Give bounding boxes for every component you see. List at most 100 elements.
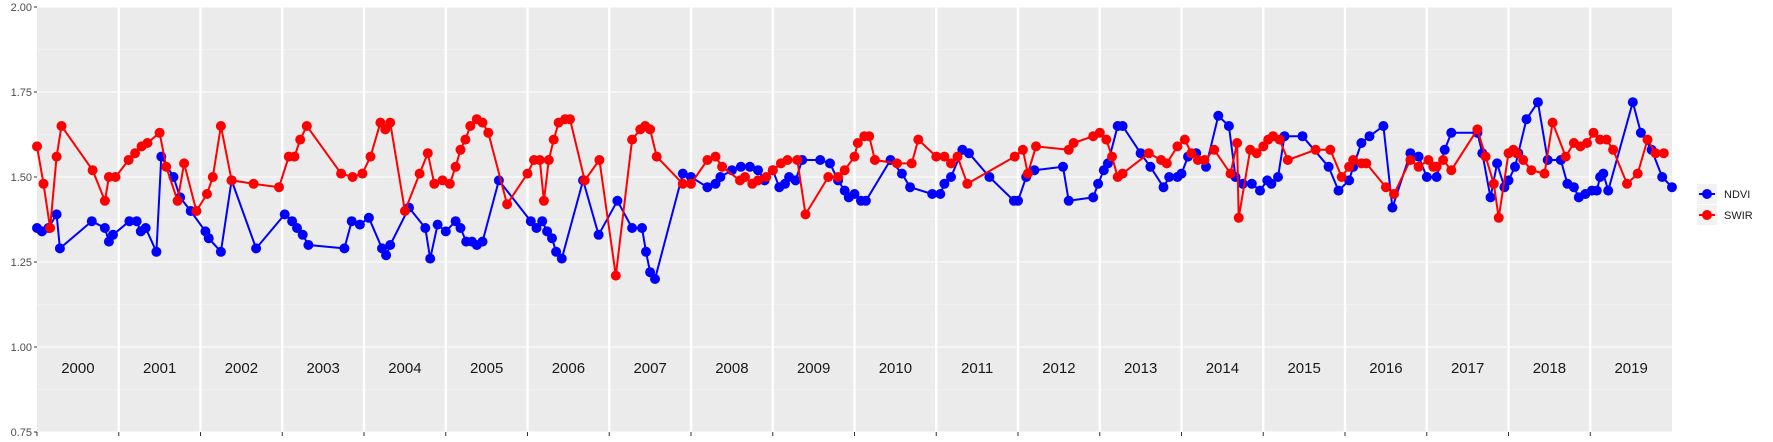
- data-point-swir: [1022, 168, 1033, 179]
- data-point-ndvi: [1297, 131, 1308, 142]
- data-point-swir: [142, 138, 153, 148]
- data-point-ndvi: [1176, 168, 1187, 179]
- data-point-swir: [215, 121, 226, 131]
- data-point-swir: [191, 206, 202, 216]
- data-point-swir: [1413, 161, 1424, 172]
- data-point-ndvi: [1591, 185, 1602, 196]
- data-point-ndvi: [339, 243, 350, 254]
- legend-marker-0: [1702, 189, 1712, 199]
- data-point-ndvi: [1635, 127, 1646, 138]
- data-point-ndvi: [432, 219, 443, 230]
- data-point-ndvi: [1532, 97, 1543, 108]
- data-point-swir: [1017, 144, 1028, 155]
- data-point-swir: [1438, 155, 1449, 165]
- data-point-ndvi: [297, 229, 308, 240]
- data-point-ndvi: [946, 172, 956, 182]
- year-label: 2013: [1124, 360, 1157, 377]
- data-point-swir: [1031, 141, 1041, 152]
- data-point-ndvi: [1333, 185, 1344, 196]
- data-point-ndvi: [477, 236, 488, 247]
- data-point-swir: [1186, 148, 1197, 159]
- data-point-swir: [357, 168, 368, 179]
- data-point-ndvi: [1413, 151, 1424, 162]
- data-point-ndvi: [735, 161, 746, 172]
- data-point-swir: [1601, 134, 1612, 145]
- year-label: 2014: [1206, 360, 1239, 377]
- data-point-ndvi: [1378, 121, 1389, 131]
- data-point-swir: [833, 172, 844, 182]
- data-point-swir: [864, 131, 875, 142]
- data-point-ndvi: [140, 223, 151, 233]
- data-point-swir: [686, 178, 696, 189]
- data-point-ndvi: [1093, 178, 1104, 189]
- data-point-ndvi: [151, 246, 162, 257]
- data-point-swir: [906, 158, 917, 169]
- data-point-ndvi: [939, 178, 950, 189]
- data-point-ndvi: [1117, 121, 1128, 131]
- data-point-ndvi: [1063, 195, 1074, 206]
- data-point-swir: [839, 165, 850, 176]
- data-point-swir: [202, 189, 212, 199]
- data-point-swir: [1179, 134, 1190, 145]
- data-point-swir: [1251, 148, 1262, 159]
- data-point-ndvi: [556, 253, 567, 264]
- data-point-swir: [651, 151, 662, 162]
- data-point-swir: [1632, 168, 1643, 179]
- data-point-swir: [962, 178, 973, 189]
- data-point-swir: [892, 158, 902, 169]
- data-point-ndvi: [702, 182, 713, 193]
- data-point-swir: [869, 155, 880, 165]
- year-label: 2016: [1369, 360, 1402, 377]
- data-point-swir: [1233, 212, 1244, 223]
- data-point-ndvi: [455, 223, 466, 233]
- data-point-swir: [1560, 151, 1571, 162]
- data-point-swir: [627, 134, 638, 145]
- y-tick-label: 1.25: [11, 257, 32, 269]
- data-point-ndvi: [1431, 172, 1442, 182]
- data-point-ndvi: [440, 226, 451, 237]
- data-point-swir: [753, 175, 763, 186]
- data-point-swir: [110, 172, 121, 182]
- data-point-swir: [1172, 141, 1183, 152]
- data-point-ndvi: [1439, 144, 1450, 155]
- data-point-swir: [502, 199, 513, 210]
- data-point-swir: [477, 117, 488, 128]
- data-point-swir: [1209, 144, 1220, 155]
- data-point-swir: [1068, 138, 1079, 148]
- data-point-swir: [365, 151, 376, 162]
- data-point-ndvi: [1503, 175, 1514, 186]
- data-point-swir: [767, 165, 778, 176]
- data-point-swir: [931, 151, 942, 162]
- data-point-ndvi: [420, 223, 431, 233]
- data-point-ndvi: [54, 243, 65, 254]
- data-point-swir: [207, 172, 218, 182]
- year-separators: [36, 7, 1592, 436]
- data-point-swir: [1274, 134, 1285, 145]
- data-point-swir: [522, 168, 533, 179]
- year-label: 2011: [961, 360, 993, 377]
- data-point-swir: [548, 134, 559, 145]
- year-label: 2006: [552, 360, 585, 377]
- data-point-ndvi: [292, 223, 302, 233]
- data-point-swir: [45, 223, 56, 233]
- data-point-ndvi: [425, 253, 436, 264]
- data-point-ndvi: [1542, 155, 1553, 165]
- data-point-swir: [123, 155, 134, 165]
- data-point-swir: [543, 155, 554, 165]
- data-point-swir: [1431, 161, 1442, 172]
- series-layer: [32, 97, 1677, 284]
- y-tick-label: 0.75: [11, 427, 32, 439]
- data-point-swir: [710, 151, 721, 162]
- data-point-swir: [792, 155, 803, 165]
- data-point-ndvi: [715, 172, 726, 182]
- data-point-ndvi: [744, 161, 755, 172]
- legend-label: NDVI: [1724, 189, 1750, 201]
- data-point-ndvi: [815, 155, 826, 165]
- year-labels: 2000 2001 2002 2003 2004 2005 2006 2007 2008 2009…: [61, 360, 1648, 377]
- year-label: 2000: [61, 360, 94, 377]
- data-point-swir: [952, 151, 963, 162]
- data-point-swir: [38, 178, 49, 189]
- year-label: 2018: [1533, 360, 1566, 377]
- year-label: 2015: [1287, 360, 1320, 377]
- data-point-swir: [1526, 165, 1537, 176]
